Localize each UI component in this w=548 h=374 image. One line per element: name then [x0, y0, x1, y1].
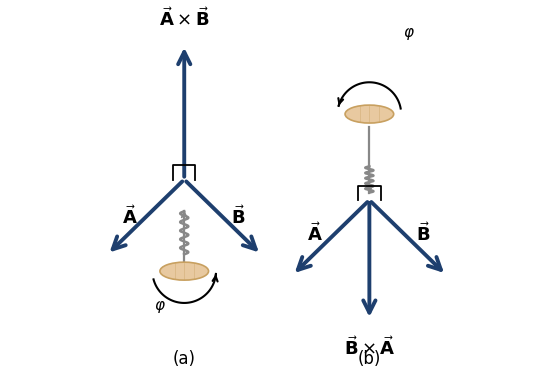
Text: $\vec{\mathbf{B}} \times \vec{\mathbf{A}}$: $\vec{\mathbf{B}} \times \vec{\mathbf{A}… [344, 337, 395, 359]
Text: $\vec{\mathbf{A}}$: $\vec{\mathbf{A}}$ [307, 222, 323, 245]
Ellipse shape [160, 262, 209, 280]
Text: $\vec{\mathbf{B}}$: $\vec{\mathbf{B}}$ [231, 205, 246, 229]
Ellipse shape [345, 105, 393, 123]
Text: $\vec{\mathbf{B}}$: $\vec{\mathbf{B}}$ [416, 222, 431, 245]
Text: $\vec{\mathbf{A}} \times \vec{\mathbf{B}}$: $\vec{\mathbf{A}} \times \vec{\mathbf{B}… [159, 7, 209, 30]
Text: $\varphi$: $\varphi$ [403, 26, 415, 42]
Text: $\vec{\mathbf{A}}$: $\vec{\mathbf{A}}$ [122, 205, 138, 229]
Text: (b): (b) [358, 350, 381, 368]
Text: (a): (a) [173, 350, 196, 368]
Text: $\varphi$: $\varphi$ [154, 299, 166, 315]
